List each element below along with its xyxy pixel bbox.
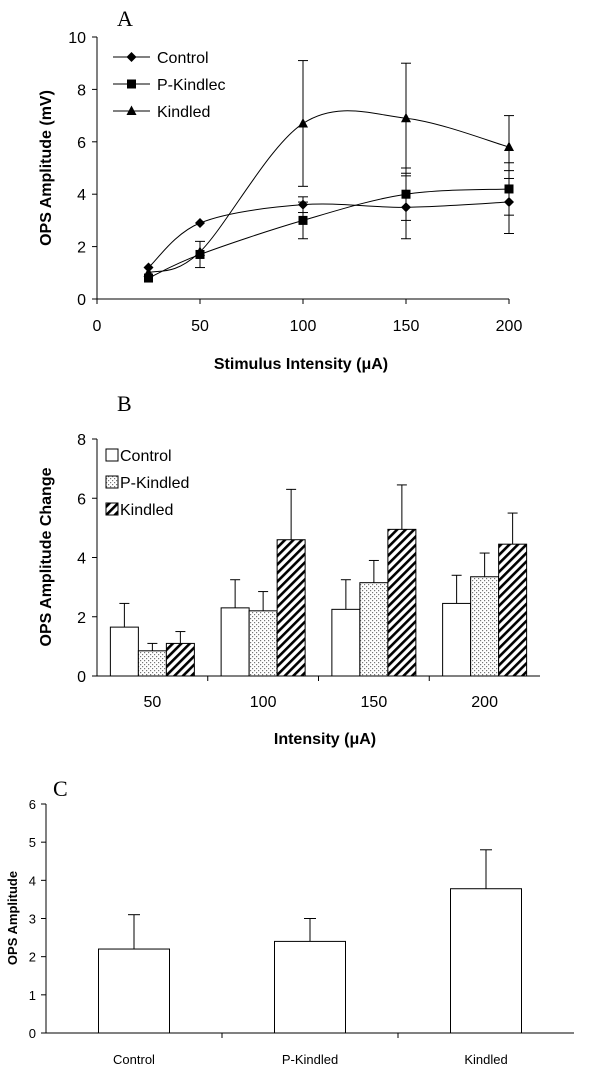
panel-a-point-kindled — [195, 246, 205, 256]
panel-a-point-p-kindlec — [298, 215, 308, 225]
panel-c-bar-p-kindled — [274, 940, 346, 1034]
panel-letter-c: C — [53, 776, 68, 801]
panel-b-bar-control — [109, 626, 139, 677]
panel-b-y-tick-label: 2 — [77, 610, 86, 627]
panel-a-legend-label-p-kindlec: P-Kindlec — [157, 77, 225, 94]
panel-a-point-kindled — [401, 112, 411, 123]
panel-b-x-tick-label: 100 — [250, 694, 277, 711]
panel-b-bar-control — [331, 608, 361, 677]
panel-c-y-tick-label: 4 — [29, 873, 36, 888]
panel-b-bar-p-kindled — [137, 650, 167, 677]
panel-a-x-tick-label: 0 — [93, 318, 102, 335]
panel-a-legend-label-control: Control — [157, 50, 209, 67]
panel-a-y-axis-title: OPS Amplitude (mV) — [38, 90, 55, 246]
panel-c-y-tick-label: 6 — [29, 797, 36, 812]
panel-a-x-tick-label: 50 — [191, 318, 209, 335]
panel-b-bar-p-kindled — [248, 610, 278, 677]
panel-c-bar-chart: OPS Amplitude 0 1 2 3 4 5 6 Control P-Kindled Kin… — [5, 797, 574, 1067]
panel-a-point-control — [195, 218, 205, 229]
panel-a-series-line-p-kindlec — [148, 188, 510, 279]
panel-b-y-tick-label: 4 — [77, 551, 86, 568]
panel-c-x-tick-label: Control — [113, 1052, 155, 1067]
panel-c-y-tick-label: 0 — [29, 1026, 36, 1041]
panel-c-y-tick-label: 1 — [29, 988, 36, 1003]
panel-b-bar-control — [442, 602, 472, 677]
panel-a-x-tick-label: 150 — [393, 318, 420, 335]
panel-b-bar-p-kindled — [359, 582, 389, 677]
panel-c-bar-kindled — [450, 888, 522, 1034]
panel-c-bar-control — [98, 948, 170, 1034]
panel-b-bar-p-kindled — [470, 576, 500, 677]
panel-a-x-tick-label: 100 — [290, 318, 317, 335]
panel-a-point-kindled — [143, 267, 154, 277]
panel-a-x-tick-label: 200 — [496, 318, 523, 335]
panel-b-x-tick-label: 200 — [471, 694, 498, 711]
panel-c-y-tick-label: 5 — [29, 835, 36, 850]
panel-a-point-p-kindlec — [401, 189, 411, 199]
panel-b-legend-swatch-kindled — [105, 502, 119, 516]
panel-b-x-tick-label: 150 — [361, 694, 388, 711]
panel-a-point-p-kindlec — [144, 273, 153, 283]
panel-b-y-axis-title: OPS Amplitude Change — [38, 467, 55, 646]
panel-a-series-line-kindled — [148, 110, 510, 274]
panel-a-point-p-kindlec — [504, 184, 514, 194]
panel-a-y-tick-label: 8 — [77, 82, 86, 99]
panel-c-y-tick-label: 3 — [29, 912, 36, 927]
panel-a-legend-marker-p-kindlec — [127, 79, 136, 89]
panel-b-bar-control — [220, 607, 250, 677]
panel-b-legend-label-kindled: Kindled — [120, 502, 173, 519]
panel-b-legend-label-p-kindled: P-Kindled — [120, 475, 189, 492]
panel-b-legend-swatch-p-kindled — [105, 475, 119, 489]
panel-b-y-tick-label: 8 — [77, 432, 86, 449]
panel-c-x-tick-label: P-Kindled — [282, 1052, 338, 1067]
panel-a-y-tick-label: 6 — [77, 135, 86, 152]
panel-b-bar-kindled — [498, 543, 528, 677]
panel-b-y-tick-label: 6 — [77, 491, 86, 508]
panel-a-x-axis-title: Stimulus Intensity (μA) — [214, 356, 388, 373]
panel-b-x-axis-title: Intensity (μA) — [274, 731, 376, 748]
panel-b-y-tick-label: 0 — [77, 669, 86, 686]
panel-a-point-kindled — [504, 141, 514, 152]
panel-c-y-tick-label: 2 — [29, 950, 36, 965]
panel-b-legend-swatch-control — [105, 448, 119, 462]
panel-a-legend-label-kindled: Kindled — [157, 104, 210, 121]
panel-a-point-kindled — [298, 117, 308, 128]
panel-a-y-tick-label: 10 — [68, 30, 86, 47]
panel-letter-b: B — [117, 391, 132, 416]
panel-a-y-tick-label: 0 — [77, 292, 86, 309]
panel-c-y-axis-title: OPS Amplitude — [5, 871, 20, 965]
panel-b-bar-kindled — [276, 539, 306, 677]
panel-letter-a: A — [117, 6, 133, 31]
panel-a-legend-marker-control — [126, 52, 137, 62]
panel-a-y-tick-label: 2 — [77, 240, 86, 257]
panel-c-x-tick-label: Kindled — [464, 1052, 507, 1067]
panel-b-bar-kindled — [387, 528, 417, 677]
panel-a-legend-marker-kindled — [126, 105, 137, 115]
panel-a-y-tick-label: 4 — [77, 187, 86, 204]
panel-b-bar-chart: Intensity (μA) OPS Amplitude Change 0 2 4 6… — [38, 432, 540, 748]
panel-b-legend-label-control: Control — [120, 448, 172, 465]
panel-a-line-chart: Stimulus Intensity (μA) OPS Amplitude (m… — [38, 30, 522, 373]
panel-b-bar-kindled — [165, 642, 195, 677]
panel-b-x-tick-label: 50 — [143, 694, 161, 711]
